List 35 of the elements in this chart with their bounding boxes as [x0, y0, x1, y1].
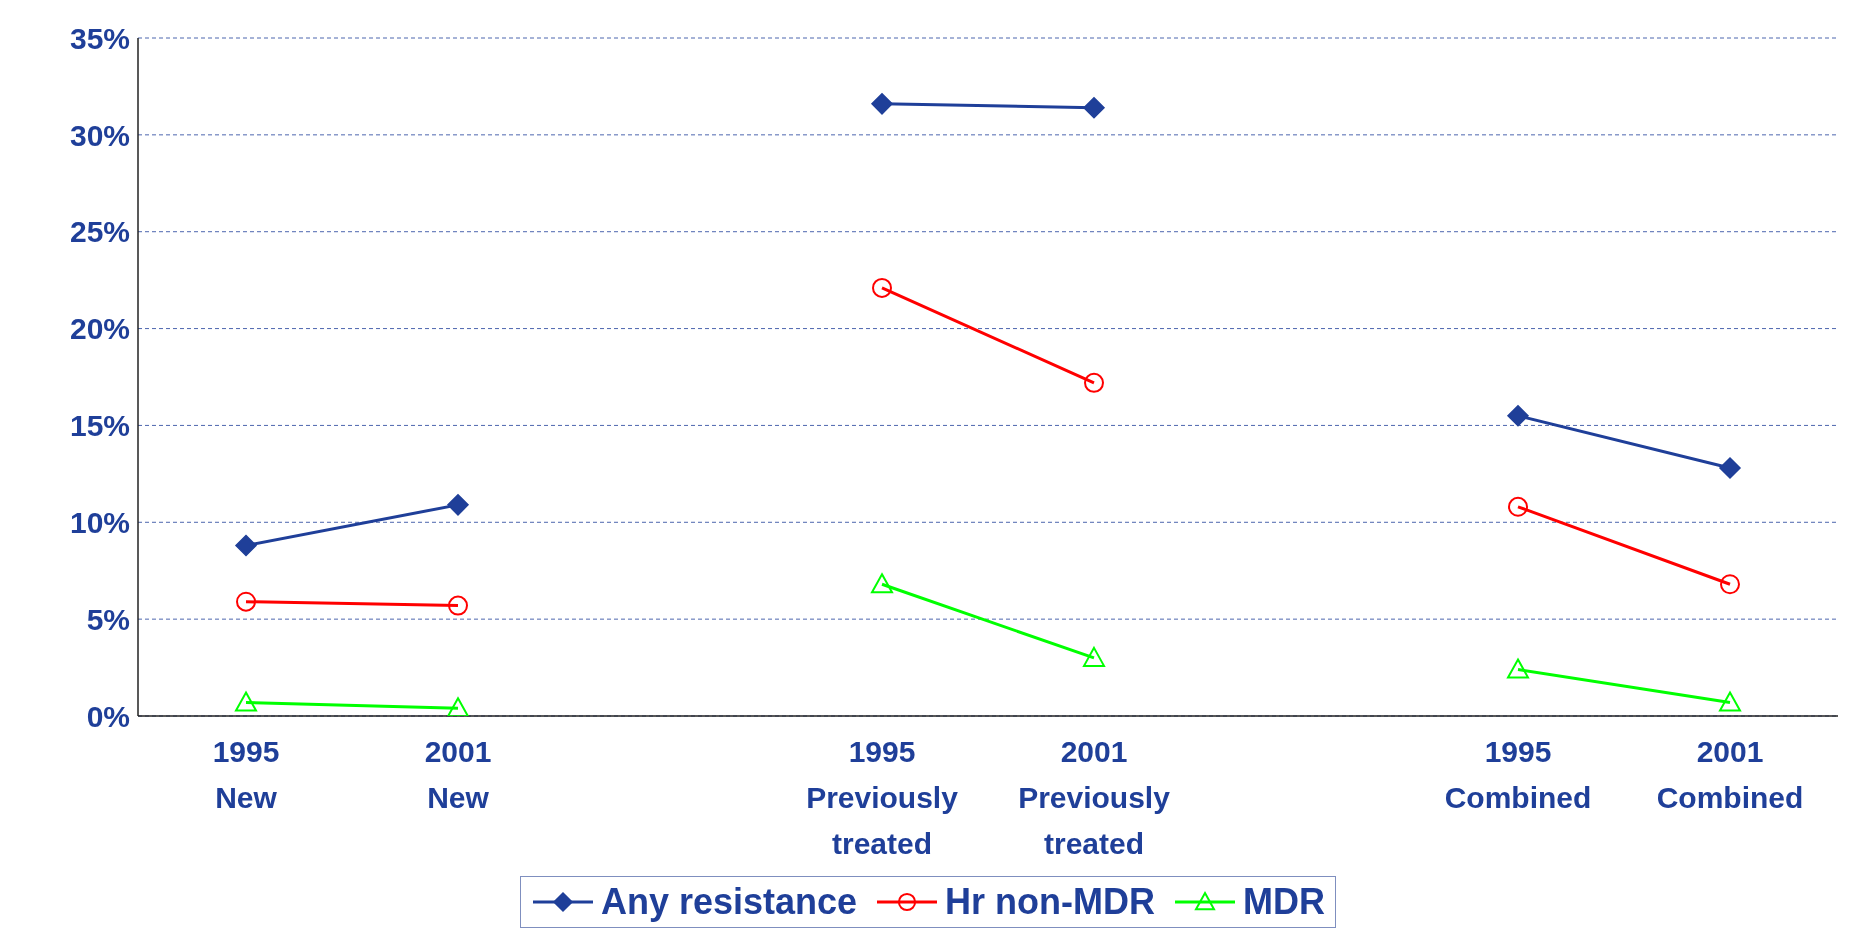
legend-label: MDR [1243, 881, 1326, 923]
point [1507, 658, 1529, 679]
point [1084, 372, 1104, 393]
point [447, 494, 469, 516]
y-tick-label: 5% [86, 602, 130, 636]
point [447, 697, 469, 716]
x-tick-label: 2001 Previously treated [1018, 735, 1171, 860]
y-tick-label: 10% [69, 505, 130, 539]
x-tick-label: 2001 New [424, 735, 492, 814]
y-tick-label: 0% [86, 699, 130, 733]
point [236, 591, 256, 612]
x-tick-label: 2001 Combined [1656, 735, 1804, 814]
point [235, 534, 257, 557]
x-tick-label: 1995 Previously treated [806, 735, 959, 860]
legend-label: Any resistance [600, 881, 858, 923]
point [1507, 404, 1529, 427]
x-tick-label: 1995 Combined [1444, 735, 1592, 814]
point [1508, 496, 1528, 517]
point [235, 691, 257, 712]
point [872, 277, 892, 298]
y-tick-label: 35% [69, 21, 130, 55]
point [871, 93, 893, 115]
point [1719, 691, 1741, 712]
point [1719, 457, 1741, 479]
point [448, 595, 468, 616]
legend-label: Hr non-MDR [945, 881, 1156, 923]
point [1083, 96, 1105, 119]
y-tick-label: 20% [69, 312, 130, 346]
y-tick-label: 15% [69, 409, 130, 443]
point [1720, 574, 1740, 595]
x-tick-label: 1995 New [212, 735, 280, 814]
y-tick-label: 25% [69, 215, 130, 249]
point [871, 573, 893, 594]
y-tick-label: 30% [69, 118, 130, 152]
point [1083, 646, 1105, 667]
